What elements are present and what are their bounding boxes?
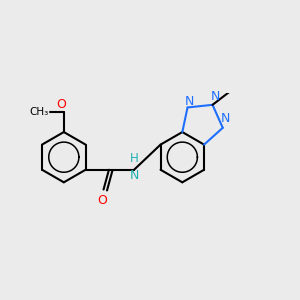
Text: O: O: [56, 98, 66, 110]
Text: N: N: [221, 112, 230, 125]
Text: N: N: [129, 169, 139, 182]
Text: O: O: [97, 194, 107, 207]
Text: N: N: [185, 95, 194, 108]
Text: H: H: [130, 152, 138, 165]
Text: CH₃: CH₃: [29, 107, 49, 117]
Text: N: N: [211, 90, 220, 104]
